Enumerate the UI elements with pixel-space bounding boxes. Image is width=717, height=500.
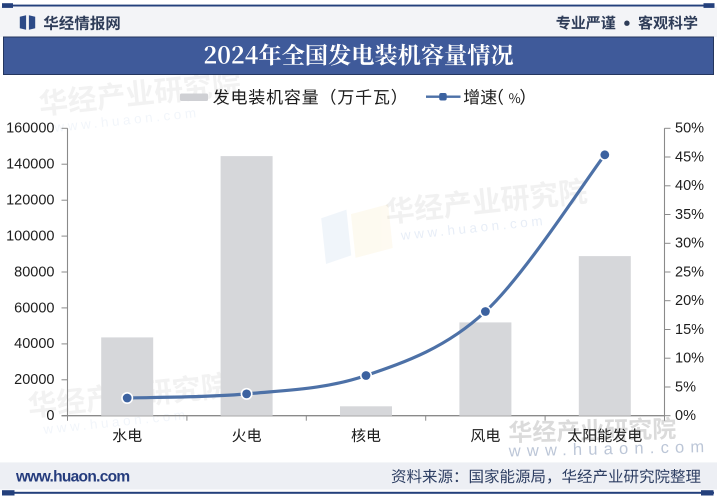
svg-text:100000: 100000	[6, 229, 54, 245]
svg-text:5%: 5%	[675, 379, 696, 395]
svg-text:140000: 140000	[6, 157, 54, 173]
svg-text:40%: 40%	[675, 178, 704, 194]
svg-text:60000: 60000	[14, 300, 54, 316]
svg-text:15%: 15%	[675, 322, 704, 338]
svg-text:120000: 120000	[6, 193, 54, 209]
svg-text:10%: 10%	[675, 351, 704, 367]
svg-text:30%: 30%	[675, 236, 704, 252]
svg-text:0: 0	[46, 408, 54, 424]
svg-text:80000: 80000	[14, 264, 54, 280]
svg-text:20%: 20%	[675, 293, 704, 309]
svg-text:0%: 0%	[675, 408, 696, 424]
svg-text:25%: 25%	[675, 264, 704, 280]
svg-text:www.huaon.com: www.huaon.com	[15, 469, 129, 486]
svg-text:35%: 35%	[675, 207, 704, 223]
svg-text:20000: 20000	[14, 372, 54, 388]
svg-text:40000: 40000	[14, 336, 54, 352]
svg-text:45%: 45%	[675, 149, 704, 165]
svg-text:50%: 50%	[675, 121, 704, 137]
svg-text:160000: 160000	[6, 121, 54, 137]
svg-text:www.huaon.com: www.huaon.com	[508, 438, 711, 461]
